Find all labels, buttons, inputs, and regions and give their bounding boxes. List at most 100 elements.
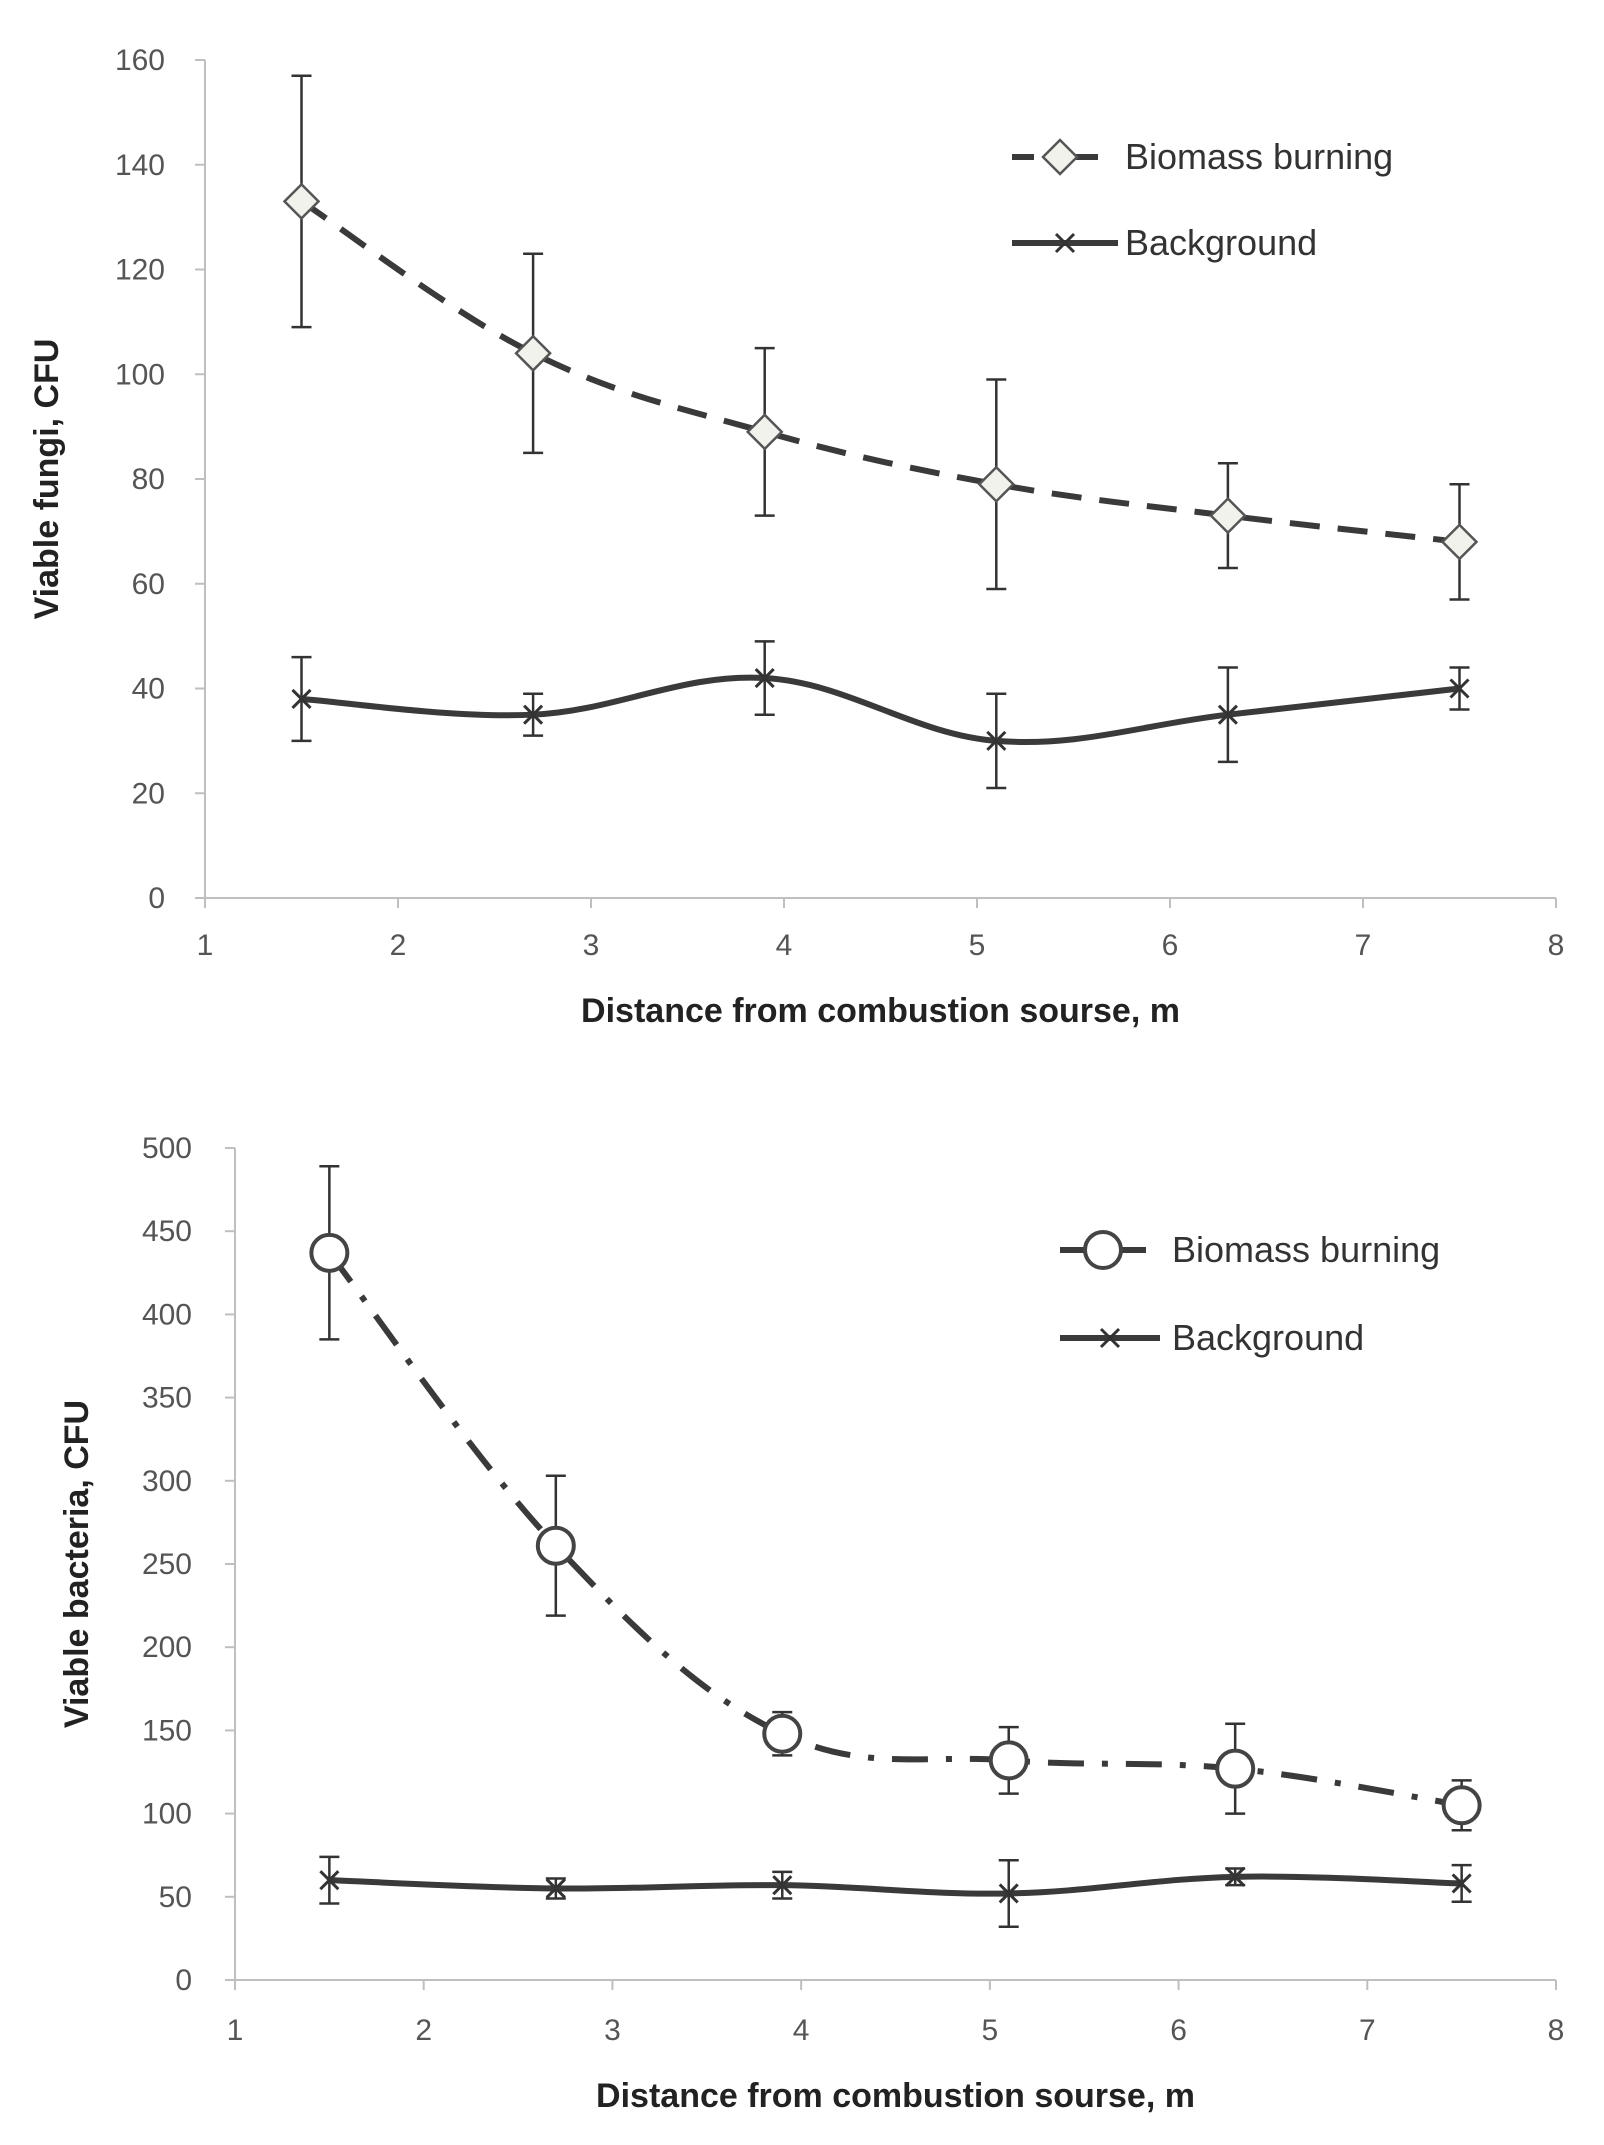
data-point (1215, 1748, 1256, 1789)
y-tick-label: 0 (175, 1964, 192, 1997)
x-tick-label: 2 (415, 2014, 432, 2047)
y-tick-label: 0 (148, 882, 165, 915)
x-tick-label: 7 (1359, 2014, 1376, 2047)
x-tick-label: 3 (583, 929, 600, 962)
y-tick-label: 400 (142, 1298, 192, 1331)
y-tick-label: 80 (132, 463, 165, 496)
x-tick-label: 8 (1548, 2014, 1565, 2047)
x-tick-label: 4 (776, 929, 793, 962)
x-tick-label: 3 (604, 2014, 621, 2047)
data-point (1217, 704, 1238, 725)
legend-marker (1041, 138, 1079, 176)
data-point-stroke-b (772, 1875, 793, 1896)
y-tick-label: 160 (115, 44, 165, 77)
series-line (329, 1873, 1462, 1897)
data-point (772, 1875, 793, 1896)
data-point-stroke-b (986, 730, 1007, 751)
series-line (299, 198, 1460, 545)
x-tick-label: 6 (1162, 929, 1179, 962)
legend-label: Background (1125, 222, 1317, 263)
y-tick-label: 60 (132, 568, 165, 601)
y-tick-label: 150 (142, 1714, 192, 1747)
chart-panel-2: 0 50 100 150 200 250 300 350 400 450 500 1 2 3 4 5 6 7 8 Di… (58, 1132, 1564, 2115)
data-point-stroke-b (1451, 1873, 1472, 1894)
series-background (291, 640, 1470, 790)
series-biomass-burning (282, 74, 1479, 601)
data-point (998, 1883, 1019, 1904)
data-point-stroke-b (545, 1878, 566, 1899)
data-point-stroke-b (319, 1870, 340, 1891)
legend-item: Biomass burning (1012, 136, 1393, 177)
y-tick-label: 100 (142, 1798, 192, 1831)
data-point (1451, 1873, 1472, 1894)
y-tick-label: 50 (159, 1881, 192, 1914)
data-point (1440, 523, 1479, 561)
legend-marker (1099, 1327, 1121, 1349)
x-tick-label: 5 (969, 929, 986, 962)
y-axis-title: Viable bacteria, CFU (58, 1400, 96, 1728)
data-point (309, 1232, 350, 1273)
data-point (1225, 1866, 1246, 1887)
data-point-stroke-b (754, 667, 775, 689)
data-point (986, 730, 1007, 751)
data-point-stroke-b (998, 1883, 1019, 1904)
data-point-stroke-b (291, 688, 312, 710)
data-point (754, 667, 775, 689)
series-biomass-burning (309, 1165, 1482, 1832)
x-axis-title: Distance from combustion sourse, m (596, 2077, 1195, 2115)
legend-item: Background (1060, 1317, 1364, 1358)
data-point (535, 1525, 576, 1566)
data-point (1449, 678, 1470, 699)
data-point (545, 1878, 566, 1899)
y-tick-label: 140 (115, 149, 165, 182)
x-tick-label: 1 (227, 2014, 244, 2047)
data-point (977, 465, 1016, 504)
legend-marker-stroke-b (1054, 232, 1076, 254)
series-line (301, 674, 1460, 746)
x-tick-label: 5 (982, 2014, 999, 2047)
data-point (523, 704, 544, 725)
chart-panel-1: 0 20 40 60 80 100 120 140 160 1 2 3 4 5 6 7 8 Distance fr… (28, 44, 1564, 1030)
legend-item: Biomass burning (1060, 1229, 1440, 1270)
x-axis-title: Distance from combustion sourse, m (581, 992, 1180, 1030)
x-tick-label: 6 (1170, 2014, 1187, 2047)
data-point (319, 1870, 340, 1891)
y-tick-label: 450 (142, 1215, 192, 1248)
y-tick-label: 100 (115, 358, 165, 391)
x-tick-label: 8 (1548, 929, 1565, 962)
y-tick-label: 200 (142, 1631, 192, 1664)
legend-label: Background (1172, 1317, 1364, 1358)
legend-marker (1083, 1230, 1123, 1270)
data-point (988, 1740, 1029, 1781)
y-tick-label: 500 (142, 1132, 192, 1165)
legend-label: Biomass burning (1172, 1229, 1440, 1270)
data-point (282, 182, 321, 221)
y-tick-label: 350 (142, 1382, 192, 1415)
data-point (291, 688, 312, 710)
y-tick-label: 300 (142, 1465, 192, 1498)
data-point (1441, 1785, 1482, 1826)
legend-item: Background (1012, 222, 1317, 263)
data-point (762, 1713, 803, 1754)
x-tick-label: 2 (390, 929, 407, 962)
y-tick-label: 120 (115, 254, 165, 287)
legend-label: Biomass burning (1125, 136, 1393, 177)
x-tick-label: 7 (1355, 929, 1372, 962)
data-point-stroke-b (1217, 704, 1238, 725)
data-point (1209, 496, 1247, 535)
y-axis-title: Viable fungi, CFU (28, 339, 66, 620)
y-tick-label: 250 (142, 1548, 192, 1581)
x-tick-label: 1 (197, 929, 214, 962)
y-tick-label: 20 (132, 777, 165, 810)
legend-marker-stroke-b (1099, 1327, 1121, 1349)
data-point-stroke-b (523, 704, 544, 725)
x-tick-label: 4 (793, 2014, 810, 2047)
series-background (319, 1855, 1472, 1929)
data-point (745, 413, 784, 451)
y-tick-label: 40 (132, 673, 165, 706)
data-point (514, 334, 552, 373)
data-point-stroke-b (1449, 678, 1470, 699)
legend-marker (1054, 232, 1076, 254)
